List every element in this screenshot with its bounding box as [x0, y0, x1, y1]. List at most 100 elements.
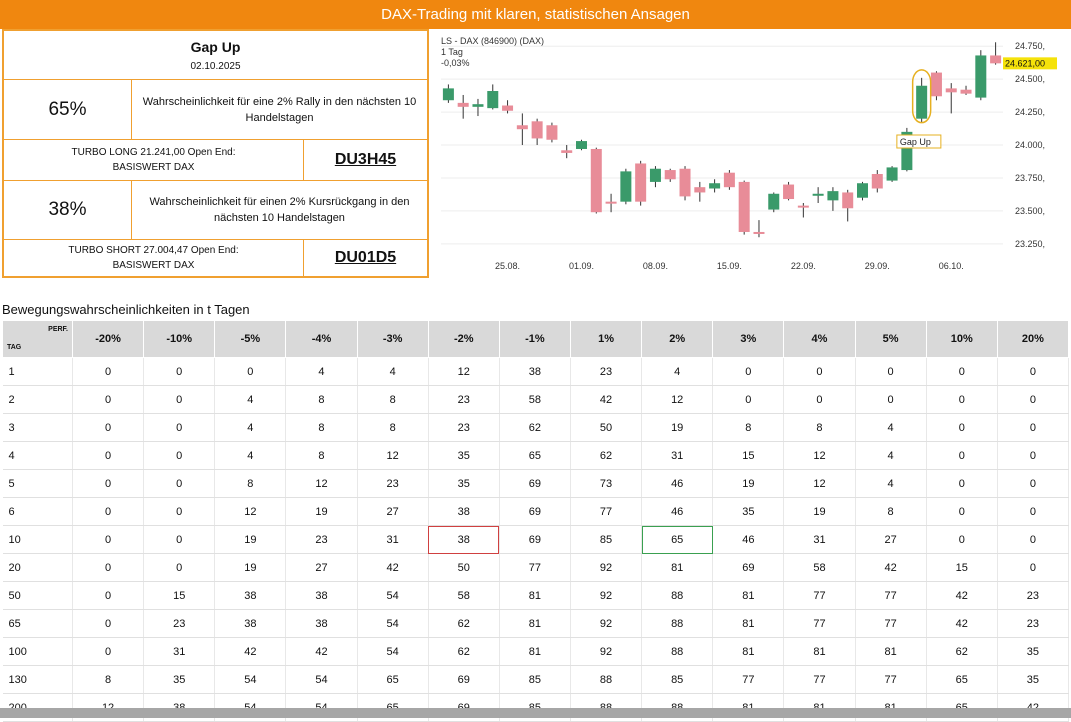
short-description: Wahrscheinlichkeit für einen 2% Kursrück… — [131, 180, 428, 240]
long-description: Wahrscheinlichkeit für eine 2% Rally in … — [131, 79, 428, 140]
table-cell: 27 — [855, 525, 927, 554]
table-cell: 69 — [499, 469, 571, 498]
table-cell: 8 — [72, 665, 145, 694]
table-cell: 0 — [143, 469, 216, 498]
table-cell: 35 — [712, 497, 785, 526]
table-cell: 27 — [285, 553, 358, 582]
table-cell: 88 — [641, 637, 714, 666]
column-header: -3% — [356, 320, 429, 358]
footer-bar — [0, 708, 1071, 718]
table-cell: 23 — [428, 385, 500, 414]
candle-body — [457, 102, 469, 107]
row-tag: 6 — [2, 497, 73, 526]
y-tick-label: 24.750, — [1015, 41, 1045, 51]
table-cell: 4 — [641, 357, 714, 386]
candle-body — [694, 187, 706, 193]
table-cell: 62 — [570, 441, 643, 470]
table-cell: 23 — [285, 525, 358, 554]
row-tag: 10 — [2, 525, 73, 554]
table-cell: 0 — [997, 385, 1070, 414]
signal-header: Gap Up 02.10.2025 — [3, 30, 428, 80]
table-cell: 19 — [214, 553, 287, 582]
table-cell: 65 — [926, 665, 998, 694]
table-cell: 35 — [997, 665, 1070, 694]
gap-up-marker — [911, 69, 932, 124]
x-tick-label: 01.09. — [569, 261, 594, 271]
candle-body — [664, 170, 676, 180]
table-cell: 31 — [357, 525, 429, 554]
table-cell: 15 — [143, 581, 216, 610]
candle-body — [871, 174, 883, 189]
short-probability: 38% — [3, 180, 132, 240]
table-cell: 0 — [926, 469, 998, 498]
table-cell: 77 — [783, 581, 856, 610]
chart-interval: 1 Tag — [441, 47, 463, 57]
table-cell: 23 — [428, 413, 500, 442]
table-cell: 4 — [855, 441, 927, 470]
table-cell: 81 — [712, 637, 785, 666]
candle-body — [679, 168, 691, 197]
candle-body — [709, 183, 721, 189]
table-cell: 4 — [357, 357, 429, 386]
table-cell: 54 — [214, 665, 287, 694]
column-header: -4% — [285, 320, 358, 358]
table-cell: 88 — [570, 665, 643, 694]
table-cell: 92 — [570, 609, 643, 638]
y-tick-label: 23.750, — [1015, 173, 1045, 183]
candle-body — [620, 171, 632, 202]
long-wkn-link[interactable]: DU3H45 — [303, 139, 428, 181]
candle-body — [576, 141, 587, 149]
row-tag: 2 — [2, 385, 73, 414]
short-wkn-link[interactable]: DU01D5 — [303, 239, 428, 277]
candle-body — [857, 183, 868, 198]
row-tag: 5 — [2, 469, 73, 498]
table-cell: 54 — [285, 665, 358, 694]
column-header: 5% — [854, 320, 927, 358]
row-tag: 130 — [2, 665, 73, 694]
short-turbo-info: TURBO SHORT 27.004,47 Open End: BASISWER… — [3, 239, 304, 277]
table-cell: 0 — [72, 553, 145, 582]
table-cell: 19 — [285, 497, 358, 526]
banner-title: DAX-Trading mit klaren, statistischen An… — [381, 6, 690, 23]
table-cell: 0 — [997, 525, 1070, 554]
table-cell: 85 — [570, 525, 643, 554]
candle-body — [590, 148, 602, 213]
column-header: 1% — [569, 320, 643, 358]
section-title: Bewegungswahrscheinlichkeiten in t Tagen — [2, 302, 250, 317]
table-cell: 69 — [499, 525, 571, 554]
table-cell: 19 — [641, 413, 714, 442]
y-tick-label: 23.500, — [1015, 206, 1045, 216]
table-cell: 0 — [72, 357, 145, 386]
table-cell: 0 — [997, 553, 1070, 582]
chart-change: -0,03% — [441, 58, 470, 68]
table-cell: 50 — [428, 553, 500, 582]
table-row: 4 0 0 4 8 12 35 65 62 31 15 12 4 0 0 — [2, 441, 1070, 470]
page-banner: DAX-Trading mit klaren, statistischen An… — [0, 0, 1071, 29]
candle-body — [975, 55, 987, 98]
table-cell: 88 — [641, 581, 714, 610]
table-cell: 23 — [143, 609, 216, 638]
table-cell: 0 — [72, 469, 145, 498]
table-cell: 77 — [855, 665, 927, 694]
table-cell: 0 — [855, 357, 927, 386]
table-cell: 65 — [499, 441, 571, 470]
table-cell: 0 — [926, 413, 998, 442]
table-cell: 81 — [499, 581, 571, 610]
table-cell: 0 — [783, 357, 856, 386]
candle-body — [502, 105, 514, 111]
table-cell: 42 — [926, 609, 998, 638]
last-price-box — [1003, 57, 1057, 70]
table-row: 3 0 0 4 8 8 23 62 50 19 8 8 4 0 0 — [2, 413, 1070, 442]
candle-body — [783, 184, 795, 200]
table-cell: 69 — [712, 553, 785, 582]
gap-up-label-box — [896, 134, 942, 149]
table-cell: 4 — [855, 413, 927, 442]
table-cell: 12 — [783, 469, 856, 498]
column-header: 2% — [641, 320, 714, 358]
short-turbo-label: TURBO SHORT 27.004,47 Open End: — [68, 245, 239, 256]
candle-body — [916, 85, 928, 119]
column-header: -10% — [143, 320, 216, 358]
table-cell: 0 — [143, 441, 216, 470]
candle-body — [516, 125, 528, 130]
table-cell: 35 — [143, 665, 216, 694]
